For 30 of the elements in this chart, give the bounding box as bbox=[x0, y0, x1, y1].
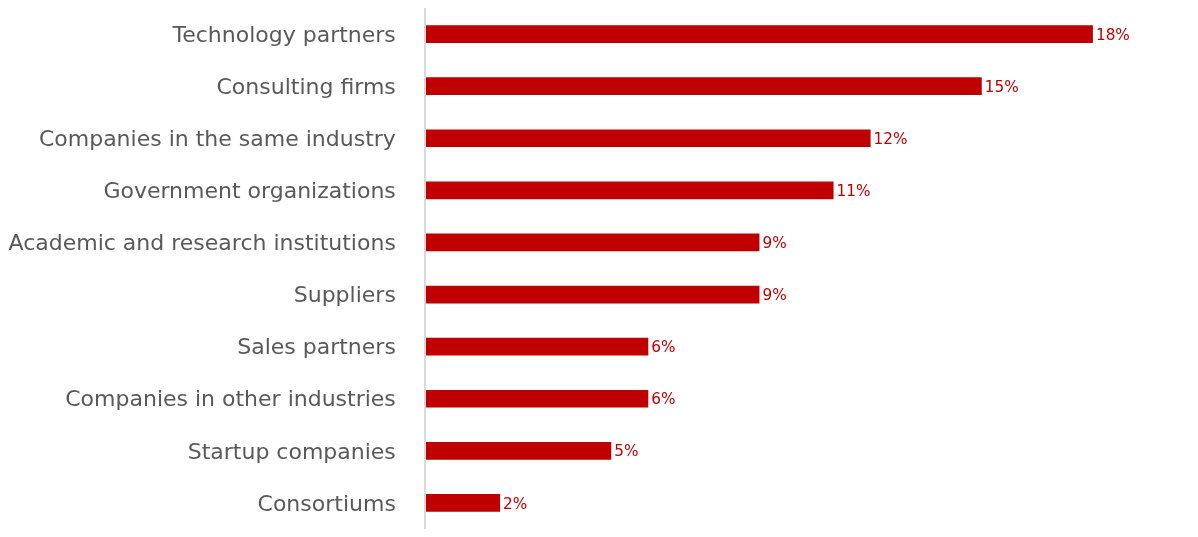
bar bbox=[426, 441, 612, 460]
data-label: 15% bbox=[984, 77, 1019, 96]
bar bbox=[426, 337, 649, 356]
bar bbox=[426, 285, 760, 304]
y-tick-label: Government organizations bbox=[103, 178, 396, 204]
y-tick-label: Suppliers bbox=[293, 282, 396, 308]
y-tick-label: Academic and research institutions bbox=[8, 230, 396, 256]
y-tick-label: Consulting firms bbox=[216, 73, 396, 99]
y-tick-label: Technology partners bbox=[171, 21, 396, 47]
data-label: 11% bbox=[836, 181, 871, 200]
bar bbox=[426, 233, 760, 252]
bar bbox=[426, 129, 871, 148]
bar bbox=[426, 494, 501, 512]
bar bbox=[426, 389, 649, 408]
data-label: 2% bbox=[503, 494, 528, 513]
data-label: 9% bbox=[762, 286, 787, 305]
data-label: 6% bbox=[651, 390, 676, 409]
y-tick-label: Startup companies bbox=[187, 438, 396, 464]
bar bbox=[426, 25, 1093, 43]
data-label: 9% bbox=[762, 234, 787, 253]
data-label: 6% bbox=[651, 338, 676, 357]
bar bbox=[426, 77, 982, 96]
y-tick-label: Companies in the same industry bbox=[38, 125, 396, 151]
bar bbox=[426, 181, 834, 200]
y-tick-label: Sales partners bbox=[237, 334, 396, 360]
data-label: 12% bbox=[873, 129, 908, 148]
data-label: 5% bbox=[614, 442, 639, 461]
y-tick-label: Companies in other industries bbox=[65, 386, 396, 412]
data-label: 18% bbox=[1095, 25, 1130, 44]
y-tick-label: Consortiums bbox=[257, 490, 396, 516]
